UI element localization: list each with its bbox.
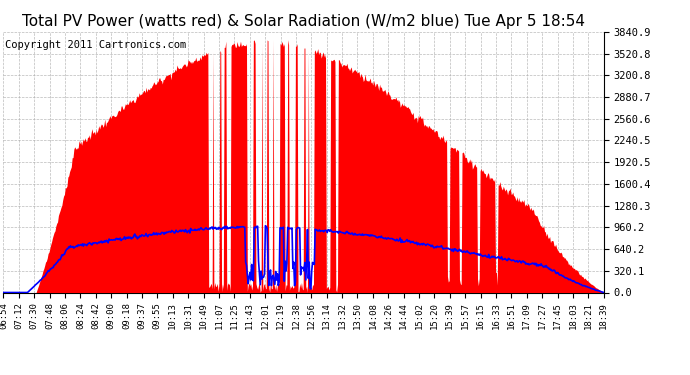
- Title: Total PV Power (watts red) & Solar Radiation (W/m2 blue) Tue Apr 5 18:54: Total PV Power (watts red) & Solar Radia…: [22, 14, 585, 29]
- Text: Copyright 2011 Cartronics.com: Copyright 2011 Cartronics.com: [5, 40, 186, 50]
